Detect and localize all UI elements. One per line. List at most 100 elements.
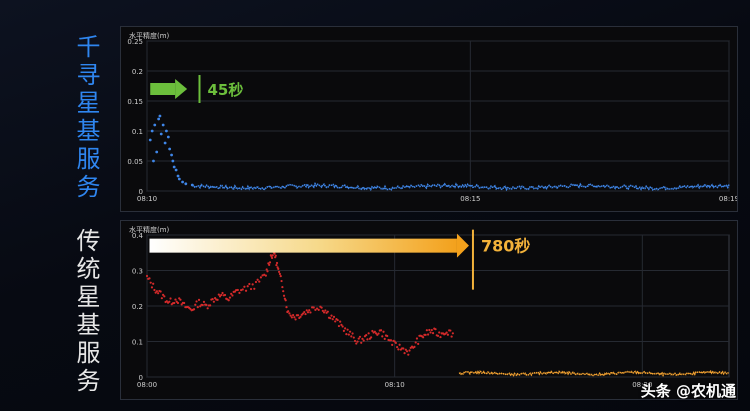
red-data-point: [244, 289, 248, 292]
chart-bottom-panel: 水平精度(m) 0.4 0.3 0.2 0.1 0 08:00 08:10 08:20 780秒: [120, 220, 738, 400]
data-point: [174, 168, 178, 172]
red-data-point: [248, 282, 251, 286]
red-data-point: [278, 272, 282, 276]
red-data-point: [180, 303, 183, 306]
chart-title: 水平精度(m): [129, 31, 170, 40]
data-point: [172, 165, 176, 169]
red-data-point: [408, 349, 411, 352]
red-data-point: [201, 303, 204, 307]
red-data-point: [371, 329, 374, 333]
red-data-point: [304, 312, 307, 316]
red-data-point: [446, 333, 450, 336]
red-data-point: [160, 297, 163, 300]
red-data-point: [345, 333, 348, 336]
red-data-point: [382, 330, 385, 333]
red-data-point: [249, 287, 253, 291]
red-data-point: [192, 308, 196, 311]
red-data-point: [403, 352, 406, 355]
red-data-point: [337, 324, 341, 328]
red-data-point: [206, 307, 209, 310]
red-data-point: [264, 274, 267, 277]
red-data-point: [233, 290, 237, 293]
red-data-point: [179, 298, 182, 301]
red-data-point: [274, 254, 277, 257]
y-tick-label: 0.05: [127, 158, 143, 166]
red-data-point: [221, 291, 224, 295]
data-point: [150, 129, 154, 133]
red-data-point: [289, 314, 292, 317]
red-data-point: [322, 311, 326, 314]
red-data-point: [148, 277, 151, 280]
red-data-point: [153, 288, 156, 292]
red-data-point: [282, 294, 286, 297]
red-data-point: [217, 293, 220, 296]
red-data-point: [305, 309, 308, 312]
red-data-point: [240, 289, 243, 292]
data-point: [152, 159, 155, 163]
annotation-arrow-body: [150, 83, 176, 95]
red-data-point: [214, 297, 217, 300]
red-data-point: [176, 301, 180, 305]
red-data-point: [284, 299, 287, 302]
red-data-point: [243, 285, 246, 288]
red-data-point: [326, 310, 329, 313]
annotation-arrow-body: [149, 238, 457, 253]
red-data-point: [402, 347, 405, 350]
top-service-label: 千寻星基服务: [72, 34, 100, 202]
red-data-point: [430, 328, 433, 332]
red-data-point: [299, 315, 302, 318]
red-data-point: [396, 345, 399, 349]
red-data-point: [426, 333, 430, 336]
red-data-point: [209, 304, 212, 307]
red-data-point: [366, 338, 369, 341]
red-data-point: [351, 332, 354, 335]
red-data-point: [246, 285, 249, 288]
red-data-point: [197, 298, 201, 301]
red-data-point: [342, 329, 345, 332]
y-tick-label: 0.1: [132, 339, 143, 347]
data-series-line: [192, 182, 730, 192]
red-data-point: [265, 268, 268, 271]
y-tick-label: 0.2: [132, 68, 143, 76]
red-data-point: [386, 334, 389, 338]
red-data-point: [288, 312, 291, 315]
red-data-point: [352, 336, 355, 339]
data-point: [155, 150, 159, 154]
red-data-point: [350, 335, 353, 338]
y-tick-label: 0: [139, 188, 143, 196]
y-tick-label: 0.4: [132, 232, 144, 240]
red-data-point: [346, 328, 349, 331]
red-data-point: [165, 300, 168, 303]
red-data-point: [331, 318, 334, 321]
y-tick-label: 0.3: [132, 268, 143, 276]
red-data-point: [280, 279, 283, 283]
red-data-point: [360, 341, 363, 344]
chart-top-svg: 水平精度(m)0.25 0.2 0.15 0.1 0.05 008:10 08:15 08:1…: [127, 31, 737, 203]
red-data-point: [358, 335, 362, 338]
red-data-point: [361, 337, 364, 340]
red-data-point: [394, 341, 397, 345]
red-data-point: [330, 314, 333, 317]
red-data-point: [336, 318, 339, 322]
red-data-point: [238, 291, 241, 294]
data-point: [158, 114, 162, 118]
red-data-point: [355, 342, 358, 345]
red-data-point: [308, 309, 311, 312]
red-data-point: [398, 343, 401, 346]
chart-bottom-svg: 水平精度(m)0.4 0.3 0.2 0.1 008:00 08:10 08:20 780秒: [129, 225, 730, 389]
red-data-point: [367, 332, 370, 335]
red-data-point: [220, 293, 223, 297]
red-data-point: [231, 294, 234, 297]
chart-title: 水平精度(m): [129, 225, 170, 234]
data-point: [148, 138, 152, 142]
red-data-point: [449, 329, 452, 332]
red-data-point: [275, 261, 279, 265]
red-data-point: [347, 333, 350, 336]
red-data-point: [365, 334, 368, 337]
red-data-point: [424, 333, 427, 336]
red-data-point: [287, 310, 290, 313]
red-data-point: [256, 278, 259, 281]
bottom-service-label: 传统星基服务: [72, 228, 100, 396]
red-data-point: [374, 332, 378, 335]
red-data-point: [414, 341, 417, 344]
